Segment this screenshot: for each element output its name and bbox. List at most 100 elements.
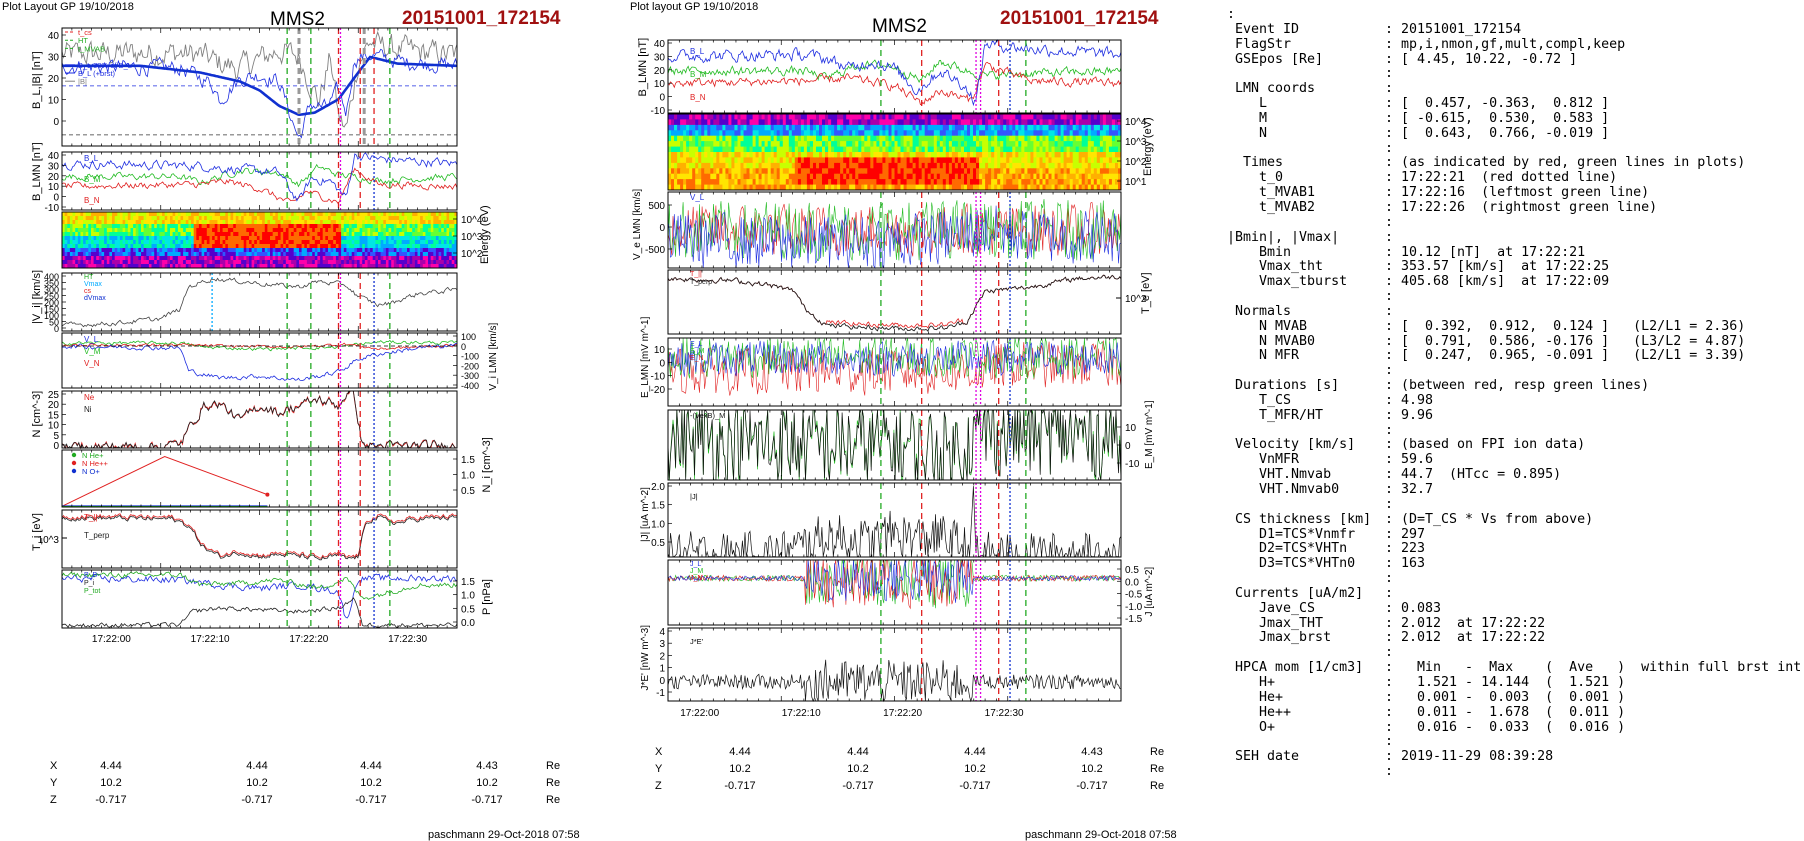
spectrogram-cell [180,252,184,257]
spectrogram-cell [88,216,92,221]
spectrogram-cell [1087,119,1092,126]
spectrogram-cell [988,135,992,142]
spectrogram-cell [109,220,113,225]
spectrogram-cell [834,141,838,147]
spectrogram-cell [888,168,892,175]
spectrogram-cell [454,244,458,249]
spectrogram-cell [939,135,944,142]
spectrogram-cell [77,224,81,229]
y-tick-label: -200 [461,361,479,371]
spectrogram-cell [367,216,371,221]
spectrogram-cell [873,124,877,131]
spectrogram-cell [272,216,276,221]
spectrogram-cell [749,119,753,126]
spectrogram-cell [285,256,289,261]
spectrogram-cell [385,212,389,217]
spectrogram-cell [1105,157,1110,164]
spectrogram-cell [837,135,841,142]
spectrogram-cell [731,168,735,175]
spectrogram-cell [101,260,105,265]
y-tick-label: 20 [48,74,60,85]
spectrogram-cell [420,224,424,229]
spectrogram-cell [1066,119,1071,126]
spectrogram-cell [713,162,717,169]
spectrogram-cell [1084,119,1089,126]
spectrogram-cell [177,240,181,245]
spectrogram-cell [701,124,705,131]
spectrogram-cell [982,168,986,175]
spectrogram-cell [180,212,184,217]
spectrogram-cell [954,162,959,169]
spectrogram-cell [193,236,197,241]
spectrogram-cell [879,168,883,175]
spectrogram-cell [177,232,181,237]
spectrogram-cell [894,146,898,153]
spectrogram-cell [967,124,971,131]
spectrogram-cell [193,212,197,217]
spectrogram-cell [870,119,874,126]
spectrogram-cell [170,240,174,245]
spectrogram-cell [933,146,938,153]
spectrogram-cell [370,260,374,265]
spectrogram-cell [776,152,781,158]
spectrogram-cell [417,264,421,269]
spectrogram-cell [982,130,986,137]
spectrogram-cell [262,240,266,245]
spectrogram-cell [349,240,353,245]
spectrogram-cell [770,179,775,185]
spectrogram-cell [701,135,705,142]
spectrogram-cell [1036,124,1040,131]
spectrogram-cell [428,252,432,257]
spectrogram-cell [894,173,898,180]
spectrogram-cell [1093,162,1098,169]
spectrogram-cell [1009,130,1013,137]
spectrogram-cell [716,114,720,120]
spectrogram-cell [246,256,250,261]
spectrogram-cell [1042,173,1046,180]
spectrogram-cell [122,236,126,241]
spectrogram-cell [991,157,995,164]
spectrogram-cell [707,152,711,158]
spectrogram-cell [879,130,883,137]
y-tick-label: 20 [48,172,60,183]
spectrogram-cell [80,248,84,253]
spectrogram-cell [314,232,318,237]
spectrogram-cell [449,224,453,229]
spectrogram-cell [396,252,400,257]
spectrogram-cell [262,220,266,225]
spectrogram-cell [734,146,738,153]
spectrogram-cell [803,130,808,137]
spectrogram-cell [222,244,226,249]
spectrogram-cell [939,168,944,175]
spectrogram-cell [909,135,914,142]
series-P-i [61,597,458,629]
spectrogram-cell [451,216,455,221]
spectrogram-cell [77,228,81,233]
spectrogram-cell [385,260,389,265]
spectrogram-cell [746,157,750,164]
spectrogram-cell [428,224,432,229]
spectrogram-cell [785,146,790,153]
spectrogram-cell [62,252,66,257]
spectrogram-cell [761,152,766,158]
spectrogram-cell [686,141,690,147]
spectrogram-cell [1042,135,1046,142]
spectrogram-cell [722,130,726,137]
spectrogram-cell [420,212,424,217]
spectrogram-cell [973,162,977,169]
spectrogram-cell [191,224,195,229]
spectrogram-cell [204,212,208,217]
spectrogram-cell [731,152,735,158]
spectrogram-cell [1006,168,1010,175]
spectrogram-cell [1036,135,1040,142]
spectrogram-cell [222,264,226,269]
spectrogram-cell [749,179,753,185]
spectrogram-cell [1102,114,1107,120]
spectrogram-cell [894,179,898,185]
spectrogram-cell [220,212,224,217]
spectrogram-cell [957,157,962,164]
spectrogram-cell [909,130,914,137]
spectrogram-cell [285,260,289,265]
spectrogram-cell [1093,130,1098,137]
series-B-L [61,152,458,202]
